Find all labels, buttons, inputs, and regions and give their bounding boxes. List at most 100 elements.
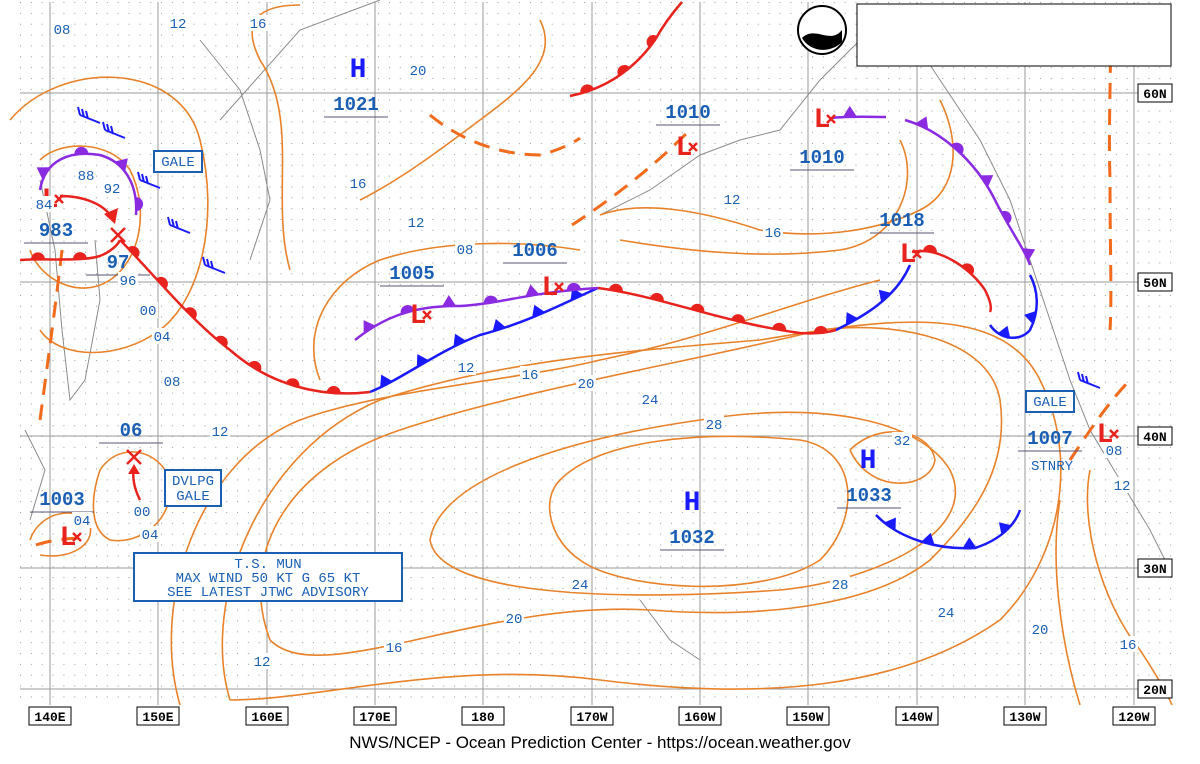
low-center-x bbox=[1109, 429, 1119, 439]
isobar-label-bg bbox=[408, 62, 428, 78]
front-barb bbox=[442, 295, 457, 307]
high-symbol: H bbox=[350, 55, 367, 86]
pressure-label: 1003 bbox=[39, 489, 85, 511]
lon-label-box bbox=[245, 706, 289, 726]
wind-barb bbox=[137, 171, 161, 189]
front-barb bbox=[921, 532, 935, 546]
front-bulb bbox=[646, 34, 658, 48]
isobar-label: 20 bbox=[506, 612, 523, 628]
lat-label-box bbox=[1137, 558, 1173, 578]
isobar-label-bg bbox=[102, 180, 122, 196]
lat-label-box bbox=[1137, 426, 1173, 446]
front-barb bbox=[997, 325, 1011, 339]
isobar-label: 00 bbox=[140, 304, 157, 320]
front-barb bbox=[492, 318, 506, 332]
front-bulb bbox=[156, 276, 168, 290]
low-symbol: L bbox=[542, 273, 559, 304]
lon-label-box bbox=[1003, 706, 1047, 726]
front-bulb bbox=[580, 84, 595, 94]
lon-label-box bbox=[353, 706, 397, 726]
isobar-label: 12 bbox=[170, 17, 187, 33]
front bbox=[119, 239, 371, 395]
front bbox=[19, 239, 122, 262]
lon-label-box bbox=[28, 706, 72, 726]
front-bulb bbox=[772, 322, 787, 331]
isobar-label: 04 bbox=[154, 330, 171, 346]
info-box-line: T.S. MUN bbox=[234, 557, 301, 573]
front-barb bbox=[915, 116, 929, 130]
front-bulb bbox=[30, 252, 45, 260]
front-barb bbox=[115, 158, 128, 172]
noaa-logo bbox=[797, 5, 847, 55]
lon-label-box bbox=[895, 706, 939, 726]
low-symbol: L bbox=[676, 133, 693, 164]
front-bulb bbox=[566, 282, 581, 291]
isobar-label-bg bbox=[252, 653, 272, 669]
isobar-label-bg bbox=[1118, 636, 1138, 652]
isobar-label-bg bbox=[455, 241, 475, 257]
isobar-label-bg bbox=[384, 639, 404, 655]
isobar-label: 00 bbox=[134, 505, 151, 521]
low-center-x bbox=[422, 310, 432, 320]
wind-barb bbox=[102, 121, 126, 139]
info-box-line: SEE LATEST JTWC ADVISORY bbox=[167, 585, 369, 601]
info-box bbox=[164, 469, 222, 507]
isobar-label-bg bbox=[210, 423, 230, 439]
info-box-line: GALE bbox=[1033, 395, 1067, 411]
front-bulb bbox=[923, 244, 937, 254]
isobar-label: 04 bbox=[142, 528, 159, 544]
header-box bbox=[856, 3, 1172, 67]
front-bulb bbox=[400, 305, 415, 314]
info-box-line: GALE bbox=[161, 155, 195, 171]
pressure-label: 06 bbox=[120, 420, 143, 442]
info-box-line: MAX WIND 50 KT G 65 KT bbox=[176, 571, 361, 587]
isobar-label: 12 bbox=[1114, 479, 1131, 495]
front-bulb bbox=[72, 252, 87, 260]
front-barb bbox=[380, 374, 393, 388]
pressure-label: 1032 bbox=[669, 527, 715, 549]
pressure-label: 1007 bbox=[1027, 428, 1073, 450]
isobar-label: 20 bbox=[1032, 623, 1049, 639]
center-x bbox=[126, 449, 142, 465]
front-bulb bbox=[285, 378, 300, 388]
footer: NWS/NCEP - Ocean Prediction Center - htt… bbox=[349, 733, 851, 752]
lon-label-box bbox=[570, 706, 614, 726]
lon-label-box bbox=[1112, 706, 1156, 726]
low-center-x bbox=[912, 249, 922, 259]
isobar-label-bg bbox=[704, 416, 724, 432]
lon-label-box bbox=[678, 706, 722, 726]
front bbox=[911, 249, 993, 313]
low-center-x bbox=[688, 142, 698, 152]
pressure-label: 1021 bbox=[333, 94, 379, 116]
lon-label: 140E bbox=[34, 710, 65, 725]
isobar-label-bg bbox=[456, 359, 476, 375]
wind-barb bbox=[167, 216, 191, 234]
low-symbol: L bbox=[814, 105, 831, 136]
isobar-label: 24 bbox=[642, 393, 659, 409]
lon-label: 160E bbox=[251, 710, 282, 725]
isobar-label-bg bbox=[72, 512, 92, 528]
front bbox=[369, 286, 599, 394]
front-bulb bbox=[608, 283, 623, 293]
lon-label: 170E bbox=[359, 710, 390, 725]
front-bulb bbox=[483, 295, 498, 304]
isobar-label-bg bbox=[76, 167, 96, 183]
wind-barb bbox=[202, 256, 226, 274]
isobar-label: 16 bbox=[386, 641, 403, 657]
isobar-label: 20 bbox=[578, 377, 595, 393]
isobar-label: 12 bbox=[724, 193, 741, 209]
front-bulb bbox=[127, 246, 140, 259]
low-center-x bbox=[826, 114, 836, 124]
isobar-label: 96 bbox=[120, 274, 137, 290]
isobar-label: 24 bbox=[938, 606, 955, 622]
front-bulb bbox=[184, 307, 197, 320]
front-bulb bbox=[961, 263, 975, 275]
info-box bbox=[133, 552, 403, 602]
lat-label: 60N bbox=[1143, 87, 1166, 102]
isobar-label: 16 bbox=[250, 17, 267, 33]
info-box bbox=[153, 150, 203, 173]
isobar-label-bg bbox=[52, 21, 72, 37]
front bbox=[904, 118, 1032, 266]
front bbox=[835, 264, 912, 332]
